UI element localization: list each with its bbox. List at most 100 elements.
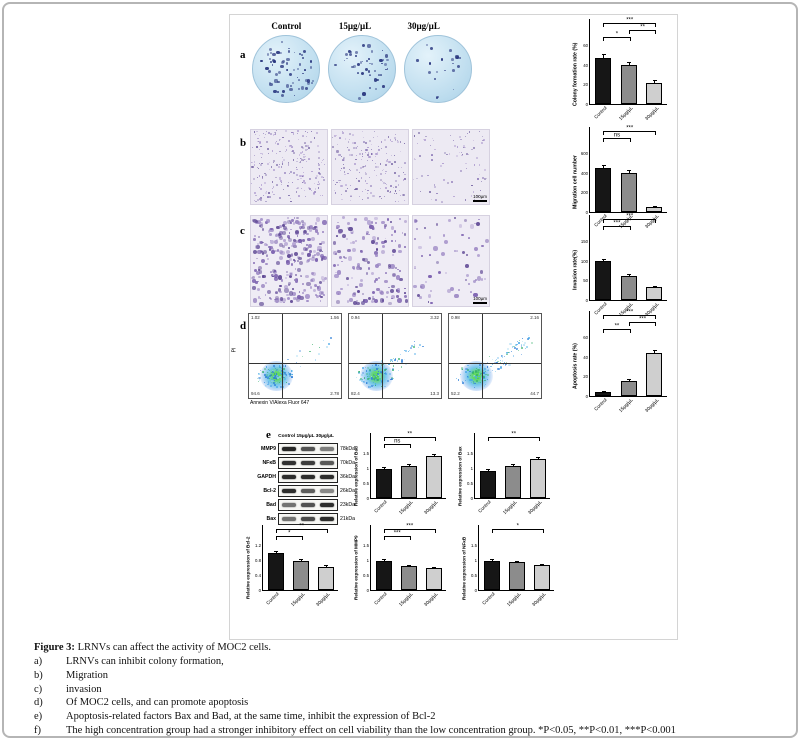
scatter-dot: [491, 363, 493, 365]
cell-speck: [375, 153, 378, 156]
chart-y-ticks: 0 200 400 600: [581, 127, 589, 214]
scatter-dot: [497, 360, 499, 362]
scatter-dot: [273, 380, 275, 382]
migration-image-30ug: 100µm: [412, 129, 490, 205]
cell-speck: [272, 269, 277, 273]
cell-speck: [350, 184, 352, 187]
y-tick-label: 1.5: [363, 542, 369, 548]
colony-dot: [276, 80, 280, 84]
cell-speck: [381, 220, 385, 225]
chart-plot-area: 0 0.5 1 1.5 ns **: [362, 432, 446, 501]
cell-speck: [349, 169, 351, 171]
scatter-dot: [520, 347, 523, 350]
cell-speck: [304, 145, 307, 148]
cell-speck: [284, 145, 287, 148]
cell-speck: [367, 261, 371, 265]
cell-speck: [413, 135, 416, 137]
significance-label: ***: [406, 523, 414, 530]
scatter-dot: [375, 374, 378, 376]
cell-speck: [293, 217, 296, 220]
cell-speck: [260, 183, 263, 186]
cell-speck: [279, 290, 282, 294]
cell-speck: [318, 285, 321, 287]
caption-item-b: b) Migration: [34, 670, 776, 682]
cell-speck: [316, 131, 319, 135]
cell-speck: [291, 146, 294, 148]
cell-speck: [267, 230, 271, 233]
cell-speck: [283, 241, 288, 246]
scatter-dot: [478, 368, 481, 371]
y-tick-label: 50: [583, 278, 588, 284]
scatter-dot: [383, 373, 386, 375]
cell-speck: [385, 170, 387, 173]
cell-speck: [352, 293, 356, 297]
cell-speck: [374, 241, 378, 245]
bar: [292, 561, 309, 590]
colony-dot: [427, 70, 432, 75]
quadrant-value: 1.02: [251, 315, 260, 320]
scatter-dot: [275, 378, 278, 380]
colony-dot: [354, 51, 358, 55]
cell-speck: [480, 277, 484, 281]
blot-row: Bax 21kDa: [250, 513, 362, 525]
colony-dot: [272, 52, 276, 57]
cell-speck: [281, 136, 284, 139]
scatter-dot: [284, 365, 286, 367]
cell-speck: [323, 164, 325, 166]
cell-speck: [401, 193, 404, 196]
caption-item-label: c): [34, 683, 43, 695]
cell-speck: [260, 152, 262, 155]
scatter-dot: [286, 382, 287, 384]
significance-bracket: **: [275, 524, 328, 533]
cell-speck: [302, 159, 304, 162]
cell-speck: [466, 273, 470, 277]
cell-speck: [388, 265, 392, 270]
cell-speck: [378, 277, 380, 279]
protein-band: [281, 488, 296, 494]
bar: [529, 459, 546, 498]
cell-speck: [312, 255, 316, 258]
scatter-dot: [520, 343, 522, 345]
colony-dot: [288, 47, 290, 49]
cell-speck: [454, 217, 457, 219]
cell-speck: [262, 133, 264, 135]
cell-speck: [430, 154, 433, 157]
cell-speck: [259, 175, 261, 177]
cell-speck: [403, 219, 408, 224]
colony-dishes: [252, 35, 472, 103]
scatter-dot: [295, 354, 298, 357]
cell-speck: [389, 289, 394, 294]
cell-speck: [390, 239, 393, 242]
cell-speck: [366, 183, 368, 185]
cell-speck: [274, 298, 280, 303]
colony-dot: [373, 78, 378, 82]
cell-speck: [375, 263, 380, 268]
cell-speck: [287, 140, 290, 143]
cell-speck: [302, 147, 305, 150]
scatter-dot: [409, 349, 411, 352]
colony-dot: [274, 72, 278, 76]
colony-dot: [381, 49, 384, 52]
significance-label: *: [516, 523, 519, 530]
cell-speck: [419, 285, 423, 289]
scatter-dot: [396, 359, 398, 361]
cell-speck: [257, 198, 260, 201]
scatter-dot: [278, 364, 281, 367]
cell-speck: [473, 164, 476, 166]
scatter-dot: [281, 368, 283, 370]
scatter-dot: [298, 350, 301, 353]
significance-bracket: *: [603, 32, 631, 41]
error-bar: [299, 559, 304, 562]
cell-speck: [266, 244, 269, 246]
cell-speck: [292, 171, 295, 174]
column-header-15ug: 15µg/µL: [338, 21, 372, 31]
cell-speck: [297, 295, 302, 300]
cell-speck: [294, 251, 299, 256]
cell-speck: [274, 132, 276, 134]
cell-speck: [251, 161, 253, 164]
scatter-dot: [384, 385, 386, 388]
cell-speck: [273, 133, 276, 136]
cell-speck: [323, 294, 325, 296]
scatter-dot: [404, 363, 407, 365]
error-bar: [511, 463, 516, 466]
